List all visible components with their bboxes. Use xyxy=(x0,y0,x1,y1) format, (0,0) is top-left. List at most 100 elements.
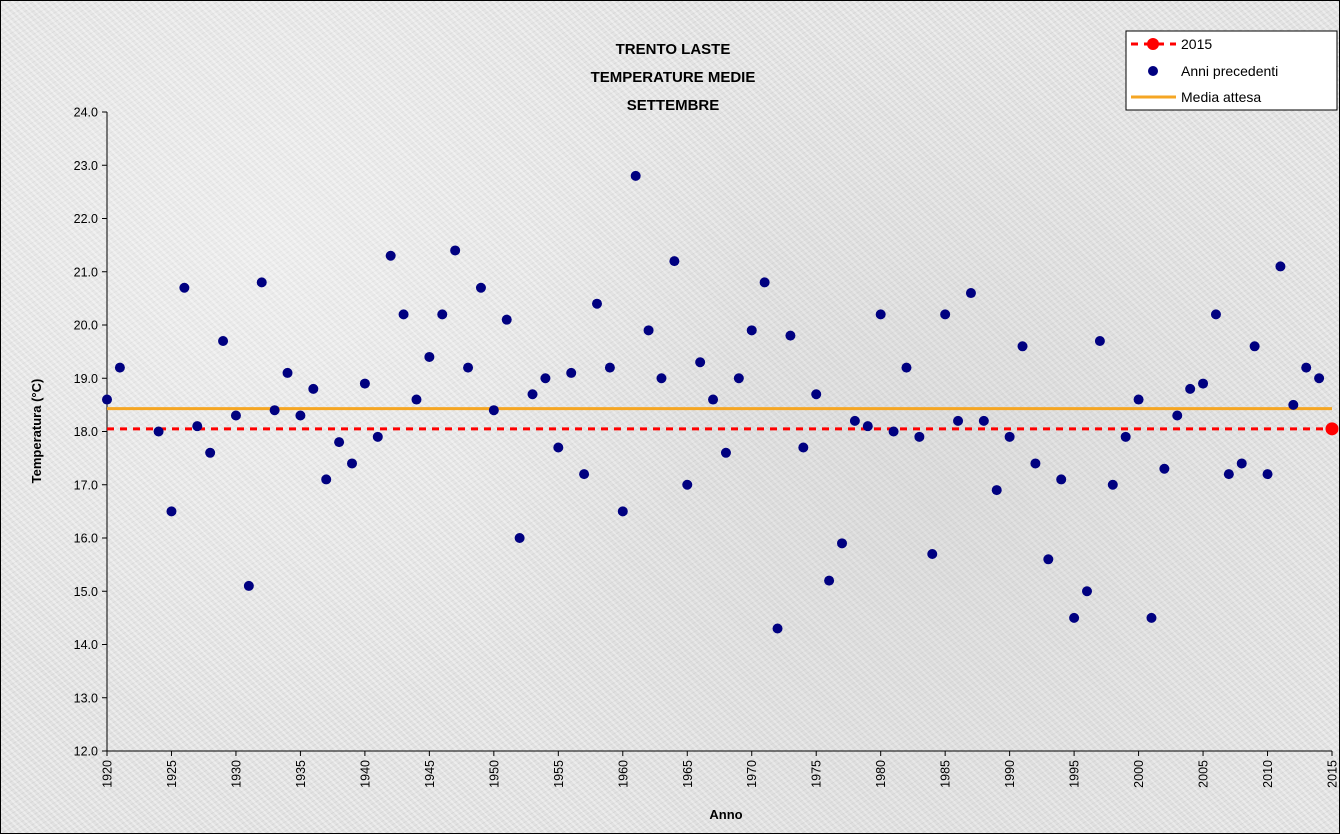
x-tick-label: 1970 xyxy=(745,760,759,788)
data-point xyxy=(540,373,551,384)
legend-2015-marker xyxy=(1147,38,1159,50)
data-point xyxy=(437,309,448,320)
data-point xyxy=(592,298,602,309)
data-point xyxy=(372,431,383,442)
data-point xyxy=(114,362,125,373)
data-point xyxy=(1288,399,1299,410)
y-tick-label: 22.0 xyxy=(74,212,98,226)
x-tick-label: 1940 xyxy=(358,760,372,788)
data-point xyxy=(785,330,796,341)
data-point xyxy=(256,277,267,288)
y-tick-label: 14.0 xyxy=(74,638,98,652)
title-line-3: SETTEMBRE xyxy=(627,97,720,114)
x-tick-label: 1990 xyxy=(1003,760,1017,788)
data-point xyxy=(205,447,216,458)
data-point xyxy=(1069,612,1080,623)
x-tick-label: 1925 xyxy=(165,760,179,788)
x-tick-label: 2005 xyxy=(1197,760,1211,788)
legend-2015-label: 2015 xyxy=(1181,36,1212,52)
data-point xyxy=(811,389,822,400)
y-tick-label: 12.0 xyxy=(74,745,98,759)
title-line-1: TRENTO LASTE xyxy=(616,41,731,58)
x-tick-label: 1920 xyxy=(101,760,115,788)
data-point xyxy=(914,431,925,442)
data-point xyxy=(862,421,873,432)
data-point xyxy=(218,335,229,346)
data-point xyxy=(695,357,706,368)
data-point xyxy=(1262,469,1273,480)
data-point xyxy=(1185,383,1196,394)
data-point xyxy=(321,474,332,485)
y-tick-label: 16.0 xyxy=(74,532,98,546)
x-tick-label: 1935 xyxy=(294,760,308,788)
data-point xyxy=(282,367,293,378)
data-point xyxy=(1301,362,1312,373)
data-point xyxy=(1133,394,1144,405)
data-point xyxy=(334,437,345,448)
data-point xyxy=(1236,458,1247,469)
data-point xyxy=(385,250,396,261)
data-point xyxy=(1146,612,1157,623)
data-point xyxy=(953,415,964,426)
data-point xyxy=(153,426,164,437)
x-tick-label: 1995 xyxy=(1068,760,1082,788)
data-point xyxy=(849,415,860,426)
data-point xyxy=(102,394,112,405)
legend-previous-label: Anni precedenti xyxy=(1181,63,1278,79)
data-point xyxy=(643,325,654,336)
legend: 2015 Anni precedenti Media attesa xyxy=(1125,30,1338,111)
data-point xyxy=(656,373,667,384)
y-tick-label: 17.0 xyxy=(74,478,98,492)
plot-area: 12.0 13.0 14.0 15.0 16.0 17.0 18.0 19.0 20.0 21.0… xyxy=(74,106,1340,788)
y-tick-label: 24.0 xyxy=(74,106,98,120)
data-point xyxy=(669,256,680,267)
y-tick-label: 21.0 xyxy=(74,265,98,279)
data-point xyxy=(514,533,525,543)
data-point xyxy=(230,410,241,421)
data-point xyxy=(875,309,886,320)
data-point xyxy=(733,373,744,384)
data-point xyxy=(527,389,538,400)
data-point xyxy=(1082,586,1092,597)
data-point xyxy=(1223,469,1234,480)
data-point xyxy=(1004,431,1015,442)
data-point xyxy=(1249,341,1260,352)
data-point xyxy=(630,170,641,181)
data-point xyxy=(424,351,435,362)
data-point xyxy=(837,538,847,549)
data-point xyxy=(746,325,757,336)
data-point xyxy=(991,485,1002,496)
y-tick-label: 13.0 xyxy=(74,691,98,705)
x-tick-label: 1945 xyxy=(423,760,437,788)
data-point xyxy=(166,506,177,517)
title-line-2: TEMPERATURE MEDIE xyxy=(591,69,756,86)
data-point xyxy=(965,288,976,299)
y-tick-label: 19.0 xyxy=(74,372,98,386)
data-point xyxy=(772,623,783,634)
data-point xyxy=(1094,335,1105,346)
x-axis-label: Anno xyxy=(709,807,742,822)
data-point xyxy=(682,479,693,490)
x-tick-label: 1975 xyxy=(810,760,824,788)
x-tick-label: 1950 xyxy=(487,760,501,788)
chart-title: TRENTO LASTE TEMPERATURE MEDIE SETTEMBRE xyxy=(591,41,756,114)
data-point xyxy=(398,309,409,320)
data-point xyxy=(179,282,190,293)
data-point xyxy=(1198,378,1209,389)
x-tick-label: 2015 xyxy=(1326,760,1340,788)
data-point xyxy=(604,362,615,373)
data-point xyxy=(1107,479,1118,490)
data-point xyxy=(1210,309,1221,320)
data-point xyxy=(824,575,835,586)
x-tick-label: 1985 xyxy=(939,760,953,788)
data-point xyxy=(192,421,203,432)
data-point xyxy=(1030,458,1041,469)
y-axis-label: Temperatura (°C) xyxy=(29,379,44,484)
data-point xyxy=(566,367,577,378)
y-tick-label: 15.0 xyxy=(74,585,98,599)
data-point xyxy=(243,580,254,591)
x-tick-label: 2000 xyxy=(1132,760,1146,788)
data-point xyxy=(720,447,731,458)
